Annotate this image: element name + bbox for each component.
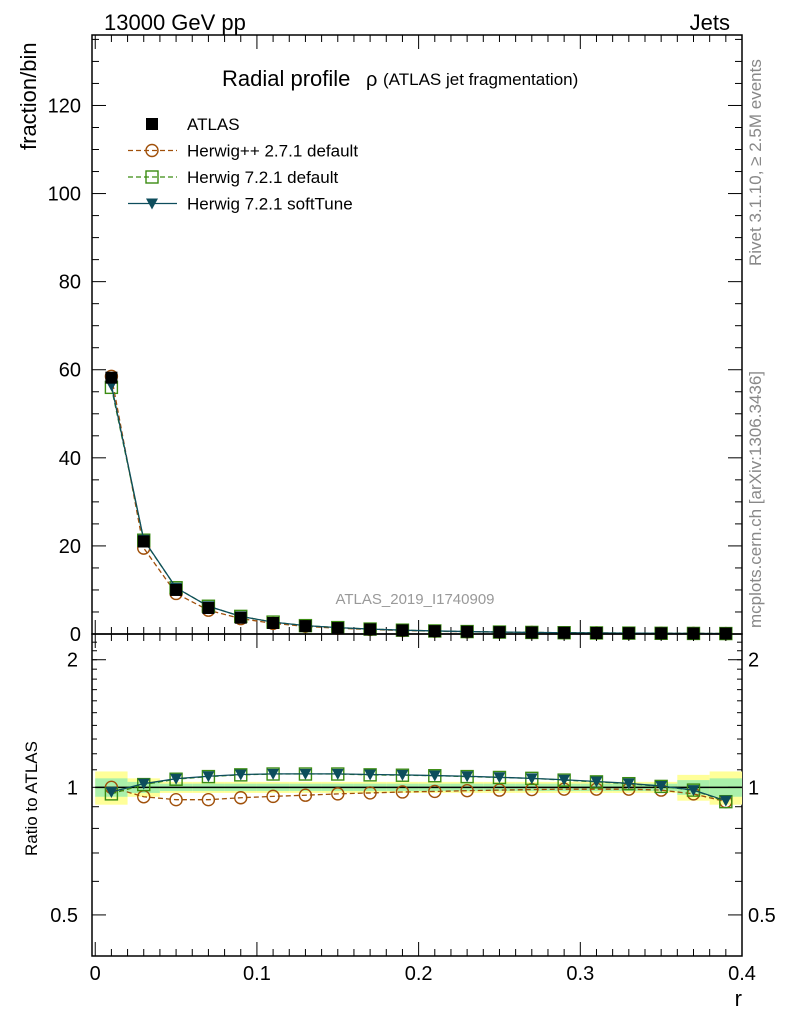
data-point	[364, 623, 377, 636]
mcplots-label: mcplots.cern.ch [arXiv:1306.3436]	[746, 371, 765, 628]
data-point	[267, 616, 280, 629]
data-point	[493, 626, 506, 639]
y-tick-label: 20	[59, 536, 81, 558]
data-point	[137, 778, 150, 790]
data-point	[558, 774, 571, 786]
data-point	[719, 795, 732, 807]
main-axis-ticks: 0 20 40 60 80 100 120	[48, 35, 743, 646]
data-point	[170, 583, 183, 596]
y-tick-label: 120	[48, 95, 81, 117]
data-point	[299, 768, 312, 780]
legend-entry-herwig-7-2-1-softtune: Herwig 7.2.1 softTune	[128, 195, 353, 214]
x-tick-label: 0.1	[243, 963, 271, 985]
x-tick-label: 0.3	[566, 963, 594, 985]
analysis-watermark: ATLAS_2019_I1740909	[335, 591, 494, 608]
legend-marker	[146, 198, 158, 210]
data-point	[234, 769, 247, 781]
x-tick-label: 0	[90, 963, 101, 985]
y-tick-label: 40	[59, 448, 81, 470]
legend-label: Herwig 7.2.1 softTune	[187, 195, 353, 214]
data-point	[525, 773, 538, 785]
data-point	[170, 773, 183, 785]
legend-marker	[145, 143, 159, 158]
y-tick-label-right: 1	[748, 777, 759, 799]
data-point	[137, 535, 150, 548]
data-point	[267, 768, 280, 780]
data-point	[461, 771, 474, 783]
y-tick-label-right: 2	[748, 650, 759, 672]
rivet-label: Rivet 3.1.10, ≥ 2.5M events	[746, 59, 765, 266]
data-point	[590, 626, 603, 639]
data-point	[622, 627, 635, 640]
legend-label: ATLAS	[187, 115, 240, 134]
ratio-ylabel: Ratio to ATLAS	[22, 741, 41, 856]
data-point	[396, 769, 409, 781]
data-point	[331, 768, 344, 780]
main-title: Radial profile ρ (ATLAS jet fragmentatio…	[222, 66, 578, 91]
data-point	[105, 786, 118, 798]
data-point	[234, 791, 248, 805]
data-point	[202, 771, 215, 783]
y-tick-label: 60	[59, 360, 81, 382]
legend-entry-atlas: ATLAS	[146, 115, 240, 134]
legend-entry-herwig-2-7-1-default: Herwig++ 2.7.1 default	[128, 142, 358, 161]
data-point	[169, 792, 183, 807]
legend-marker	[145, 170, 159, 184]
main-panel: fraction/bin Radial profile ρ (ATLAS jet…	[16, 34, 743, 646]
data-point	[687, 785, 700, 797]
y-tick-label: 0	[70, 624, 81, 646]
ratio-axis-ticks: 0 0.1 0.2 0.3 0.4 0.5 0.5 1 1 2 2	[50, 634, 776, 985]
data-point	[363, 786, 377, 800]
data-point	[234, 611, 247, 624]
y-tick-label: 80	[59, 272, 81, 294]
data-point	[331, 787, 345, 801]
data-point	[719, 794, 733, 809]
main-title-subtitle: (ATLAS jet fragmentation)	[383, 70, 578, 89]
main-title-text: Radial profile	[222, 66, 350, 91]
data-point	[493, 772, 506, 784]
data-point	[558, 626, 571, 639]
ratio-frame	[91, 633, 743, 957]
legend-marker	[146, 118, 158, 130]
y-tick-label: 100	[48, 184, 81, 206]
data-point	[364, 769, 377, 781]
y-tick-label: 0.5	[50, 905, 78, 927]
data-point	[266, 789, 280, 804]
x-tick-label: 0.4	[728, 963, 756, 985]
data-point	[105, 371, 118, 384]
data-point	[622, 778, 635, 790]
x-axis-label: r	[735, 986, 742, 1011]
ratio-panel: Ratio to ATLAS r 0 0.1 0.2 0.3 0.4 0.5 0.5 1 1 2 2	[22, 633, 776, 1011]
data-point	[331, 622, 344, 635]
data-point	[201, 792, 216, 807]
legend: ATLAS Herwig++ 2.7.1 default Herwig 7.2.1 …	[128, 115, 358, 214]
main-title-symbol: ρ	[366, 69, 377, 91]
legend-label: Herwig 7.2.1 default	[187, 168, 338, 187]
ratio-series	[104, 767, 733, 809]
y-tick-label-right: 0.5	[748, 905, 776, 927]
data-point	[590, 776, 603, 788]
data-point	[655, 781, 668, 793]
y-tick-label: 2	[67, 650, 78, 672]
data-point	[428, 770, 441, 782]
data-point	[525, 626, 538, 639]
legend-entry-herwig-7-2-1-default: Herwig 7.2.1 default	[128, 168, 338, 187]
data-point	[299, 620, 312, 633]
y-tick-label: 1	[67, 777, 78, 799]
data-point	[460, 783, 474, 798]
energy-label: 13000 GeV pp	[104, 10, 246, 35]
data-point	[298, 788, 313, 802]
data-point	[202, 602, 215, 615]
data-point	[395, 785, 410, 799]
ratio-series-herwig-7-2-1-softtune	[105, 768, 732, 807]
data-point	[428, 784, 442, 799]
main-ylabel: fraction/bin	[16, 42, 41, 150]
process-label: Jets	[690, 10, 730, 35]
series-line	[111, 773, 727, 802]
x-tick-label: 0.2	[405, 963, 433, 985]
legend-label: Herwig++ 2.7.1 default	[187, 142, 358, 161]
